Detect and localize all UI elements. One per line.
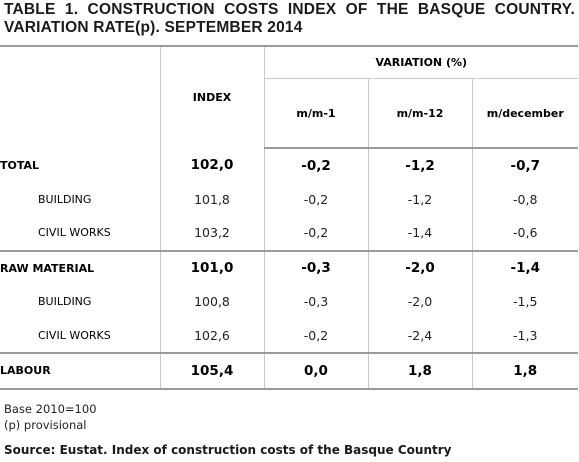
table-row: TOTAL 102,0 -0,2 -1,2 -0,7 bbox=[0, 148, 578, 183]
mm12-cell: -1,2 bbox=[367, 148, 472, 183]
header-index: INDEX bbox=[159, 45, 264, 148]
mm12-cell: 1,8 bbox=[367, 352, 472, 390]
table-row: LABOUR 105,4 0,0 1,8 1,8 bbox=[0, 352, 578, 390]
header-mm12: m/m-12 bbox=[367, 78, 472, 149]
index-cell: 102,6 bbox=[159, 318, 264, 353]
mdec-cell: -0,6 bbox=[471, 216, 578, 251]
table-title: TABLE 1. CONSTRUCTION COSTS INDEX OF THE… bbox=[4, 1, 575, 36]
header-mdec: m/december bbox=[471, 78, 578, 149]
mm1-cell: -0,2 bbox=[263, 148, 368, 183]
mm12-cell: -1,2 bbox=[367, 182, 472, 216]
header-row-top: INDEX VARIATION (%) bbox=[0, 45, 578, 148]
mdec-cell: 1,8 bbox=[471, 352, 578, 390]
mm1-cell: -0,3 bbox=[263, 249, 368, 285]
mm12-cell: -2,0 bbox=[367, 285, 472, 319]
mm1-cell: -0,2 bbox=[263, 216, 368, 251]
mm1-cell: -0,2 bbox=[263, 182, 368, 216]
header-variation: VARIATION (%) bbox=[263, 45, 578, 79]
row-label: BUILDING bbox=[38, 295, 92, 309]
index-cell: 101,8 bbox=[159, 182, 264, 216]
index-cell: 100,8 bbox=[159, 285, 264, 319]
row-label: TOTAL bbox=[0, 158, 40, 172]
provisional-note: (p) provisional bbox=[4, 418, 87, 432]
footnotes: Base 2010=100 (p) provisional bbox=[4, 401, 97, 433]
source-note: Source: Eustat. Index of construction co… bbox=[4, 443, 452, 457]
index-cell: 105,4 bbox=[159, 352, 264, 390]
mdec-cell: -1,3 bbox=[471, 318, 578, 353]
mdec-cell: -0,8 bbox=[471, 182, 578, 216]
row-label: CIVIL WORKS bbox=[38, 328, 111, 342]
header-corner-cell bbox=[0, 45, 160, 148]
table-row: BUILDING 101,8 -0,2 -1,2 -0,8 bbox=[0, 182, 578, 216]
mdec-cell: -0,7 bbox=[471, 148, 578, 183]
table-row: CIVIL WORKS 103,2 -0,2 -1,4 -0,6 bbox=[0, 216, 578, 251]
mm1-cell: 0,0 bbox=[263, 352, 368, 390]
base-note: Base 2010=100 bbox=[4, 402, 97, 416]
mdec-cell: -1,5 bbox=[471, 285, 578, 319]
table-row: BUILDING 100,8 -0,3 -2,0 -1,5 bbox=[0, 285, 578, 319]
index-cell: 103,2 bbox=[159, 216, 264, 251]
mm12-cell: -2,4 bbox=[367, 318, 472, 353]
row-label: CIVIL WORKS bbox=[38, 226, 111, 240]
construction-costs-table: INDEX VARIATION (%) m/m-1 m/m-12 m/decem… bbox=[0, 45, 578, 390]
table-row: CIVIL WORKS 102,6 -0,2 -2,4 -1,3 bbox=[0, 318, 578, 353]
table-row: RAW MATERIAL 101,0 -0,3 -2,0 -1,4 bbox=[0, 249, 578, 285]
mm1-cell: -0,2 bbox=[263, 318, 368, 353]
row-label: BUILDING bbox=[38, 192, 92, 206]
header-mm1: m/m-1 bbox=[263, 78, 368, 149]
row-label: LABOUR bbox=[0, 352, 160, 390]
row-label: RAW MATERIAL bbox=[0, 249, 160, 285]
header-row-sub: m/m-1 m/m-12 m/december bbox=[0, 78, 578, 149]
index-cell: 101,0 bbox=[159, 249, 264, 285]
mm1-cell: -0,3 bbox=[263, 285, 368, 319]
mm12-cell: -1,4 bbox=[367, 216, 472, 251]
index-cell: 102,0 bbox=[159, 148, 264, 183]
mdec-cell: -1,4 bbox=[471, 249, 578, 285]
mm12-cell: -2,0 bbox=[367, 249, 472, 285]
